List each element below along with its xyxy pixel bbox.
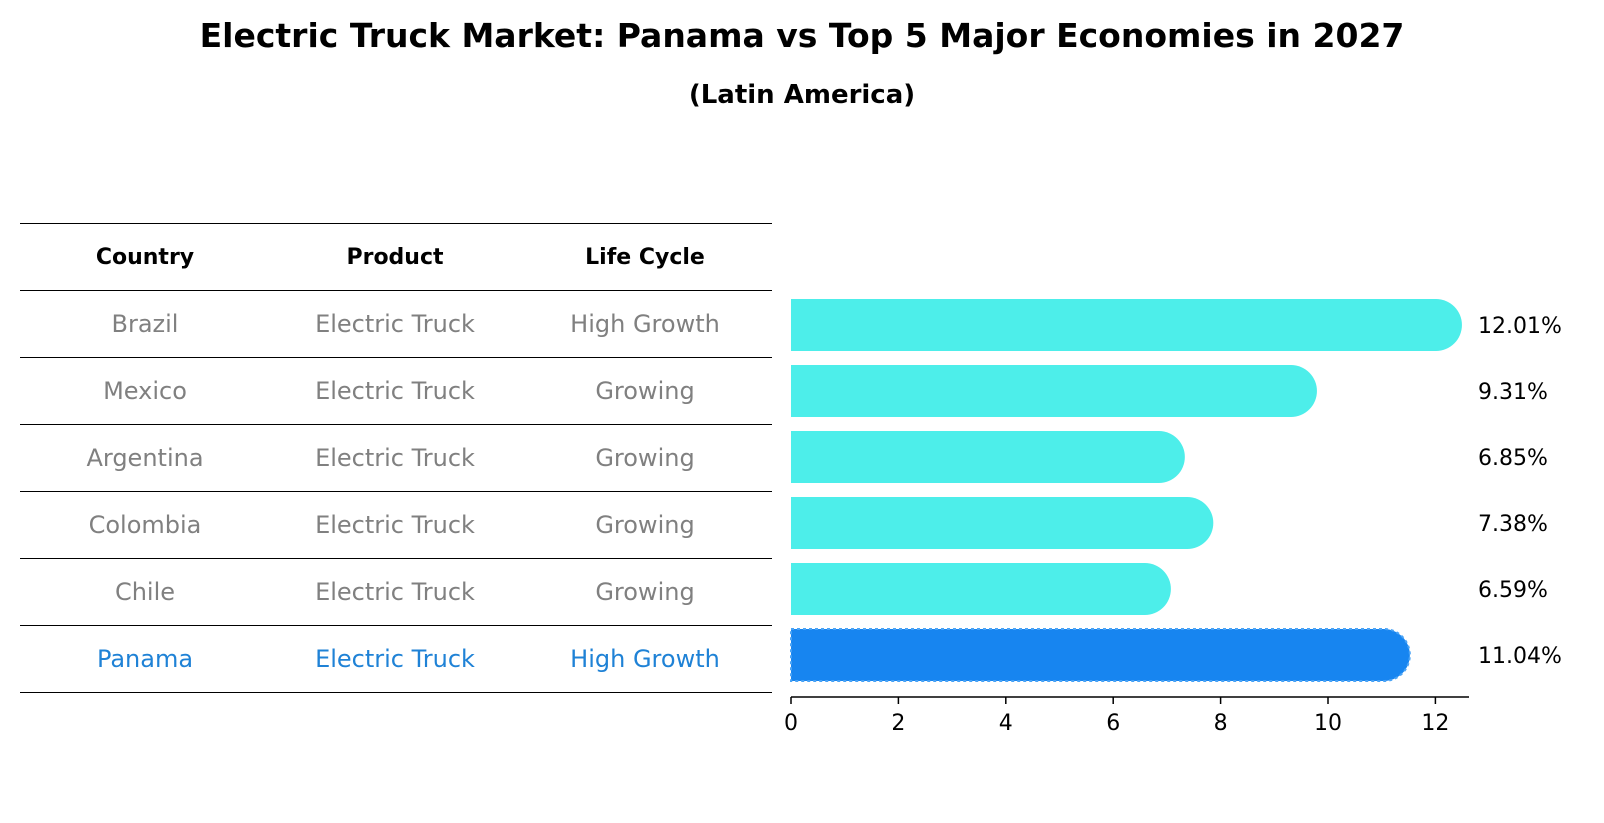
product-cell: Electric Truck (315, 377, 475, 405)
life-cycle-cell: Growing (595, 578, 695, 606)
data-label: 11.04% (1478, 644, 1562, 669)
life-cycle-cell: Growing (595, 511, 695, 539)
bar-mexico (791, 365, 1317, 417)
x-tick-label: 6 (1106, 711, 1120, 736)
table-row: Chile Electric Truck Growing (20, 559, 772, 626)
chart-subtitle: (Latin America) (688, 80, 916, 110)
country-cell: Colombia (88, 511, 202, 539)
life-cycle-cell: Growing (595, 444, 695, 472)
data-label: 9.31% (1478, 380, 1548, 405)
country-cell: Chile (114, 578, 176, 606)
table-header-row: Country Product Life Cycle (20, 223, 772, 291)
x-tick-label: 4 (999, 711, 1013, 736)
x-tick-label: 10 (1314, 711, 1342, 736)
chart-title: Electric Truck Market: Panama vs Top 5 M… (199, 16, 1405, 55)
product-cell: Electric Truck (315, 310, 475, 338)
header-country: Country (95, 244, 195, 270)
x-tick-label: 2 (891, 711, 905, 736)
bar-colombia (791, 497, 1214, 549)
data-label: 6.59% (1478, 578, 1548, 603)
data-label: 12.01% (1478, 314, 1562, 339)
header-life-cycle: Life Cycle (585, 244, 705, 270)
product-cell: Electric Truck (315, 511, 475, 539)
life-cycle-cell: Growing (595, 377, 695, 405)
product-cell: Electric Truck (315, 444, 475, 472)
table-row: Argentina Electric Truck Growing (20, 425, 772, 492)
bar-brazil (791, 299, 1462, 351)
x-tick-label: 12 (1421, 711, 1449, 736)
bar-chile (791, 563, 1171, 615)
bar-argentina (791, 431, 1185, 483)
country-cell: Argentina (86, 444, 204, 472)
table-row: Colombia Electric Truck Growing (20, 492, 772, 559)
country-cell: Brazil (111, 310, 179, 338)
data-label: 6.85% (1478, 446, 1548, 471)
life-cycle-cell: High Growth (570, 645, 720, 673)
data-table: Country Product Life Cycle Brazil Electr… (20, 223, 772, 693)
table-row: Mexico Electric Truck Growing (20, 358, 772, 425)
product-cell: Electric Truck (315, 645, 475, 673)
x-tick-label: 8 (1214, 711, 1228, 736)
bar-panama (790, 628, 1411, 682)
table-row-highlight: Panama Electric Truck High Growth (20, 626, 772, 693)
product-cell: Electric Truck (315, 578, 475, 606)
life-cycle-cell: High Growth (570, 310, 720, 338)
header-product: Product (346, 244, 444, 270)
table-row: Brazil Electric Truck High Growth (20, 291, 772, 358)
country-cell: Mexico (103, 377, 187, 405)
country-cell: Panama (96, 645, 194, 673)
x-tick-label: 0 (784, 711, 798, 736)
data-label: 7.38% (1478, 512, 1548, 537)
